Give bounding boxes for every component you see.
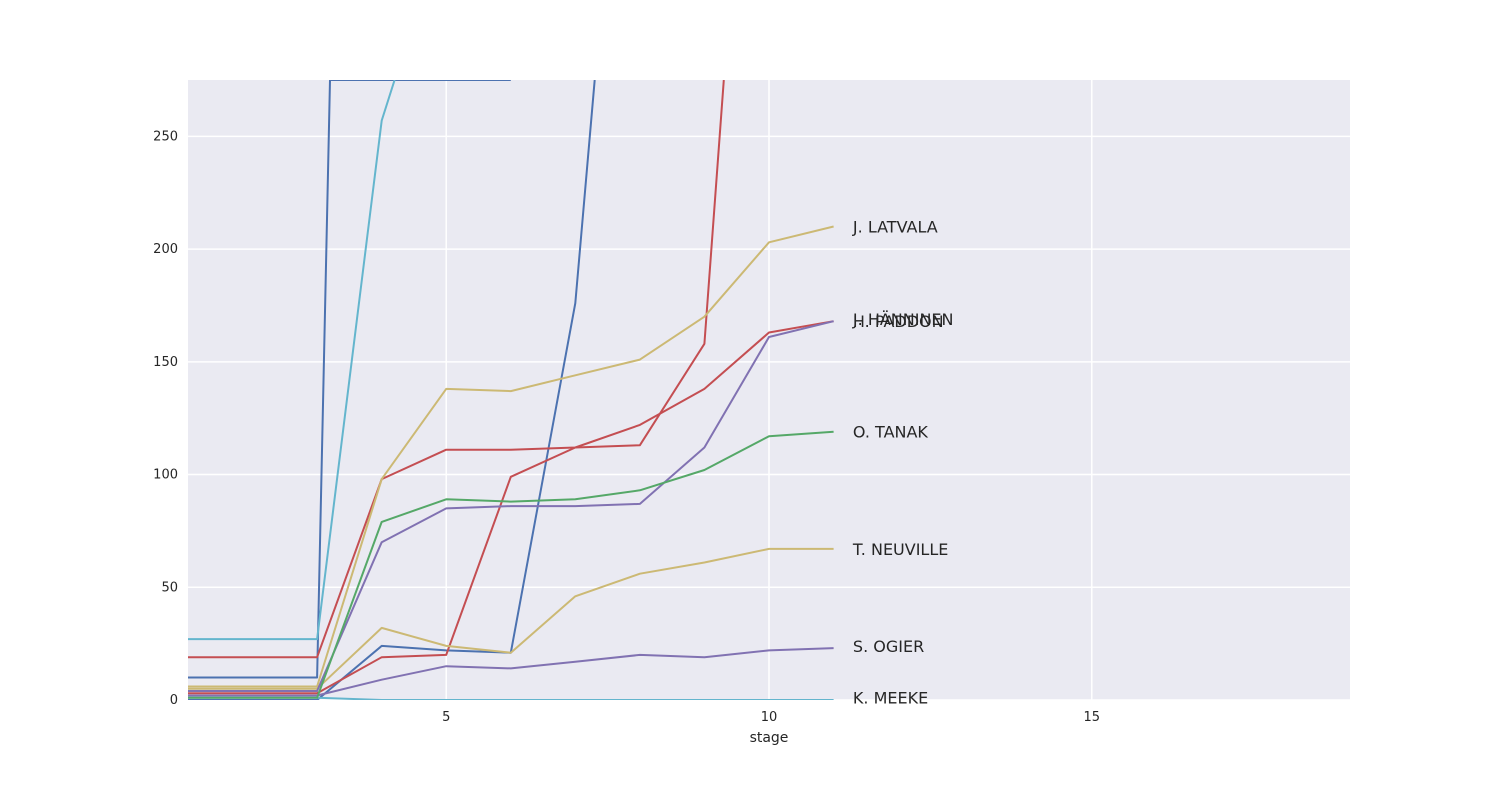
series-line-8 [188,320,834,692]
y-tick-label-2: 100 [153,468,178,483]
series-line-2 [188,80,396,641]
series-label-0: J. LATVALA [852,218,938,237]
y-tick-label-5: 250 [153,129,178,144]
series-label-4: T. NEUVILLE [852,540,948,559]
y-tick-label-4: 200 [153,242,178,257]
y-tick-label-1: 50 [161,580,178,595]
series-label-6: K. MEEKE [853,689,928,708]
series-label-5: S. OGIER [853,637,924,656]
series-line-9 [188,647,834,697]
series-line-1 [188,80,596,700]
series-line-7 [188,547,834,690]
y-tick-labels: 0 50 100 150 200 250 [153,129,178,708]
x-tick-label-1: 10 [761,710,778,725]
x-tick-labels: 5 10 15 [442,710,1100,725]
series-group [188,80,834,700]
x-tick-label-2: 15 [1084,710,1101,725]
series-line-6 [188,225,834,688]
series-line-5 [188,320,834,659]
series-label-1: H. PADDON [853,312,944,331]
series-line-10 [188,430,834,699]
series-label-2: J. HÄNNINEN [852,310,954,329]
series-line-0 [188,80,511,679]
x-axis-label: stage [750,730,789,746]
x-tick-label-0: 5 [442,710,450,725]
series-line-3 [188,696,834,700]
series-label-3: O. TANAK [853,423,929,442]
series-line-4 [188,80,725,695]
y-tick-label-3: 150 [153,355,178,370]
y-tick-label-0: 0 [170,693,178,708]
